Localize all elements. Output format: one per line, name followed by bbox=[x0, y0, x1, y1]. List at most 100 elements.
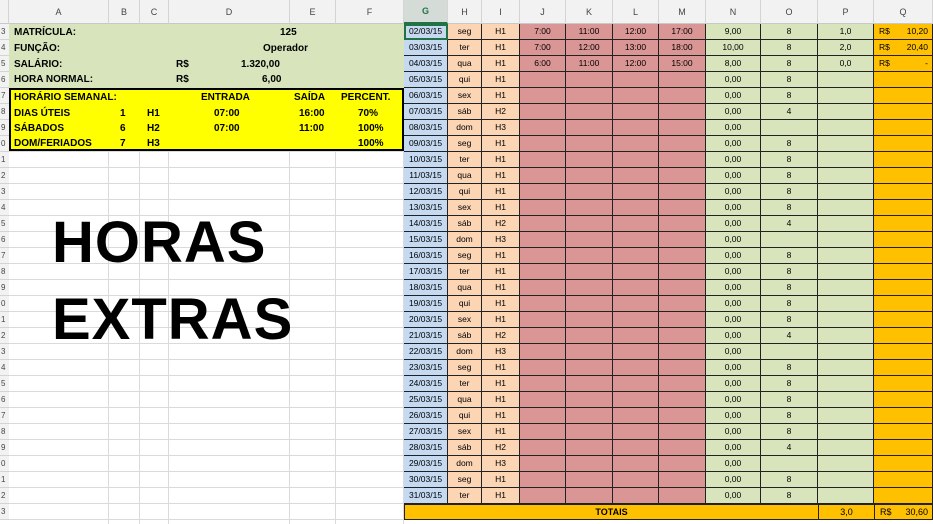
cell-k[interactable] bbox=[566, 424, 613, 440]
cell-p[interactable] bbox=[818, 440, 874, 456]
cell-dow[interactable]: seg bbox=[448, 248, 482, 264]
cell-extra-pay[interactable] bbox=[874, 488, 933, 504]
cell-o[interactable] bbox=[761, 232, 818, 248]
cell-o[interactable]: 8 bbox=[761, 360, 818, 376]
cell-k[interactable] bbox=[566, 88, 613, 104]
cell-j[interactable] bbox=[520, 184, 566, 200]
cell-p[interactable] bbox=[818, 152, 874, 168]
row-header[interactable]: 0 bbox=[0, 136, 9, 152]
cell-date[interactable]: 24/03/15 bbox=[404, 376, 448, 392]
cell-m[interactable] bbox=[659, 296, 706, 312]
cell-n[interactable]: 0,00 bbox=[706, 360, 761, 376]
cell-extra-pay[interactable]: R$ 10,20 bbox=[874, 24, 933, 40]
cell-h[interactable]: H1 bbox=[482, 360, 520, 376]
cell-p[interactable] bbox=[818, 200, 874, 216]
cell-h[interactable]: H1 bbox=[482, 312, 520, 328]
cell-dow[interactable]: ter bbox=[448, 264, 482, 280]
cell-k[interactable] bbox=[566, 152, 613, 168]
cell-dow[interactable]: dom bbox=[448, 120, 482, 136]
cell-dow[interactable]: sex bbox=[448, 312, 482, 328]
cell-dow[interactable]: ter bbox=[448, 40, 482, 56]
cell-dow[interactable]: ter bbox=[448, 152, 482, 168]
cell-n[interactable]: 0,00 bbox=[706, 120, 761, 136]
cell-date[interactable]: 04/03/15 bbox=[404, 56, 448, 72]
cell-n[interactable]: 0,00 bbox=[706, 216, 761, 232]
cell-n[interactable]: 0,00 bbox=[706, 472, 761, 488]
row-header[interactable]: 4 bbox=[0, 40, 9, 56]
cell-m[interactable] bbox=[659, 216, 706, 232]
cell-h[interactable]: H3 bbox=[482, 120, 520, 136]
column-header-a[interactable]: A bbox=[9, 0, 109, 24]
cell-h[interactable]: H2 bbox=[482, 104, 520, 120]
cell-k[interactable] bbox=[566, 264, 613, 280]
cell-o[interactable]: 4 bbox=[761, 216, 818, 232]
cell-extra-pay[interactable] bbox=[874, 120, 933, 136]
cell-h[interactable]: H1 bbox=[482, 88, 520, 104]
cell-l[interactable] bbox=[613, 200, 659, 216]
cell-k[interactable] bbox=[566, 344, 613, 360]
cell-l[interactable] bbox=[613, 88, 659, 104]
cell-l[interactable] bbox=[613, 264, 659, 280]
cell-m[interactable] bbox=[659, 408, 706, 424]
cell-dow[interactable]: qui bbox=[448, 184, 482, 200]
cell-p[interactable] bbox=[818, 120, 874, 136]
cell-j[interactable] bbox=[520, 424, 566, 440]
cell-date[interactable]: 08/03/15 bbox=[404, 120, 448, 136]
cell-j[interactable] bbox=[520, 456, 566, 472]
cell-n[interactable]: 0,00 bbox=[706, 136, 761, 152]
cell-j[interactable] bbox=[520, 200, 566, 216]
row-header[interactable]: 0 bbox=[0, 296, 9, 312]
cell-m[interactable] bbox=[659, 488, 706, 504]
row-header[interactable]: 9 bbox=[0, 120, 9, 136]
cell-k[interactable]: 11:00 bbox=[566, 56, 613, 72]
cell-o[interactable]: 8 bbox=[761, 488, 818, 504]
cell-k[interactable] bbox=[566, 216, 613, 232]
cell-o[interactable]: 8 bbox=[761, 152, 818, 168]
cell-p[interactable] bbox=[818, 488, 874, 504]
cell-n[interactable]: 0,00 bbox=[706, 408, 761, 424]
cell-p[interactable] bbox=[818, 312, 874, 328]
cell-h[interactable]: H1 bbox=[482, 472, 520, 488]
cell-l[interactable] bbox=[613, 136, 659, 152]
cell-l[interactable] bbox=[613, 408, 659, 424]
cell-m[interactable] bbox=[659, 72, 706, 88]
row-header[interactable]: 3 bbox=[0, 504, 9, 520]
cell-k[interactable] bbox=[566, 104, 613, 120]
row-header[interactable]: 9 bbox=[0, 440, 9, 456]
cell-p[interactable] bbox=[818, 232, 874, 248]
cell-n[interactable]: 0,00 bbox=[706, 72, 761, 88]
cell-p[interactable] bbox=[818, 72, 874, 88]
cell-o[interactable]: 8 bbox=[761, 424, 818, 440]
cell-h[interactable]: H1 bbox=[482, 152, 520, 168]
cell-j[interactable] bbox=[520, 216, 566, 232]
cell-date[interactable]: 25/03/15 bbox=[404, 392, 448, 408]
cell-m[interactable]: 18:00 bbox=[659, 40, 706, 56]
cell-n[interactable]: 0,00 bbox=[706, 88, 761, 104]
cell-dow[interactable]: ter bbox=[448, 488, 482, 504]
cell-m[interactable] bbox=[659, 152, 706, 168]
cell-m[interactable]: 17:00 bbox=[659, 24, 706, 40]
cell-p[interactable]: 2,0 bbox=[818, 40, 874, 56]
cell-m[interactable]: 15:00 bbox=[659, 56, 706, 72]
cell-dow[interactable]: seg bbox=[448, 136, 482, 152]
cell-extra-pay[interactable] bbox=[874, 408, 933, 424]
column-header-q[interactable]: Q bbox=[874, 0, 933, 24]
cell-date[interactable]: 14/03/15 bbox=[404, 216, 448, 232]
cell-n[interactable]: 0,00 bbox=[706, 168, 761, 184]
cell-o[interactable] bbox=[761, 120, 818, 136]
cell-n[interactable]: 0,00 bbox=[706, 264, 761, 280]
cell-j[interactable] bbox=[520, 440, 566, 456]
cell-dow[interactable]: qui bbox=[448, 408, 482, 424]
cell-h[interactable]: H3 bbox=[482, 232, 520, 248]
row-header[interactable]: 6 bbox=[0, 72, 9, 88]
cell-m[interactable] bbox=[659, 344, 706, 360]
cell-l[interactable] bbox=[613, 120, 659, 136]
cell-n[interactable]: 0,00 bbox=[706, 200, 761, 216]
column-header-e[interactable]: E bbox=[290, 0, 336, 24]
cell-dow[interactable]: qui bbox=[448, 72, 482, 88]
cell-date[interactable]: 27/03/15 bbox=[404, 424, 448, 440]
cell-extra-pay[interactable] bbox=[874, 104, 933, 120]
cell-o[interactable]: 8 bbox=[761, 184, 818, 200]
cell-j[interactable] bbox=[520, 376, 566, 392]
cell-l[interactable] bbox=[613, 360, 659, 376]
